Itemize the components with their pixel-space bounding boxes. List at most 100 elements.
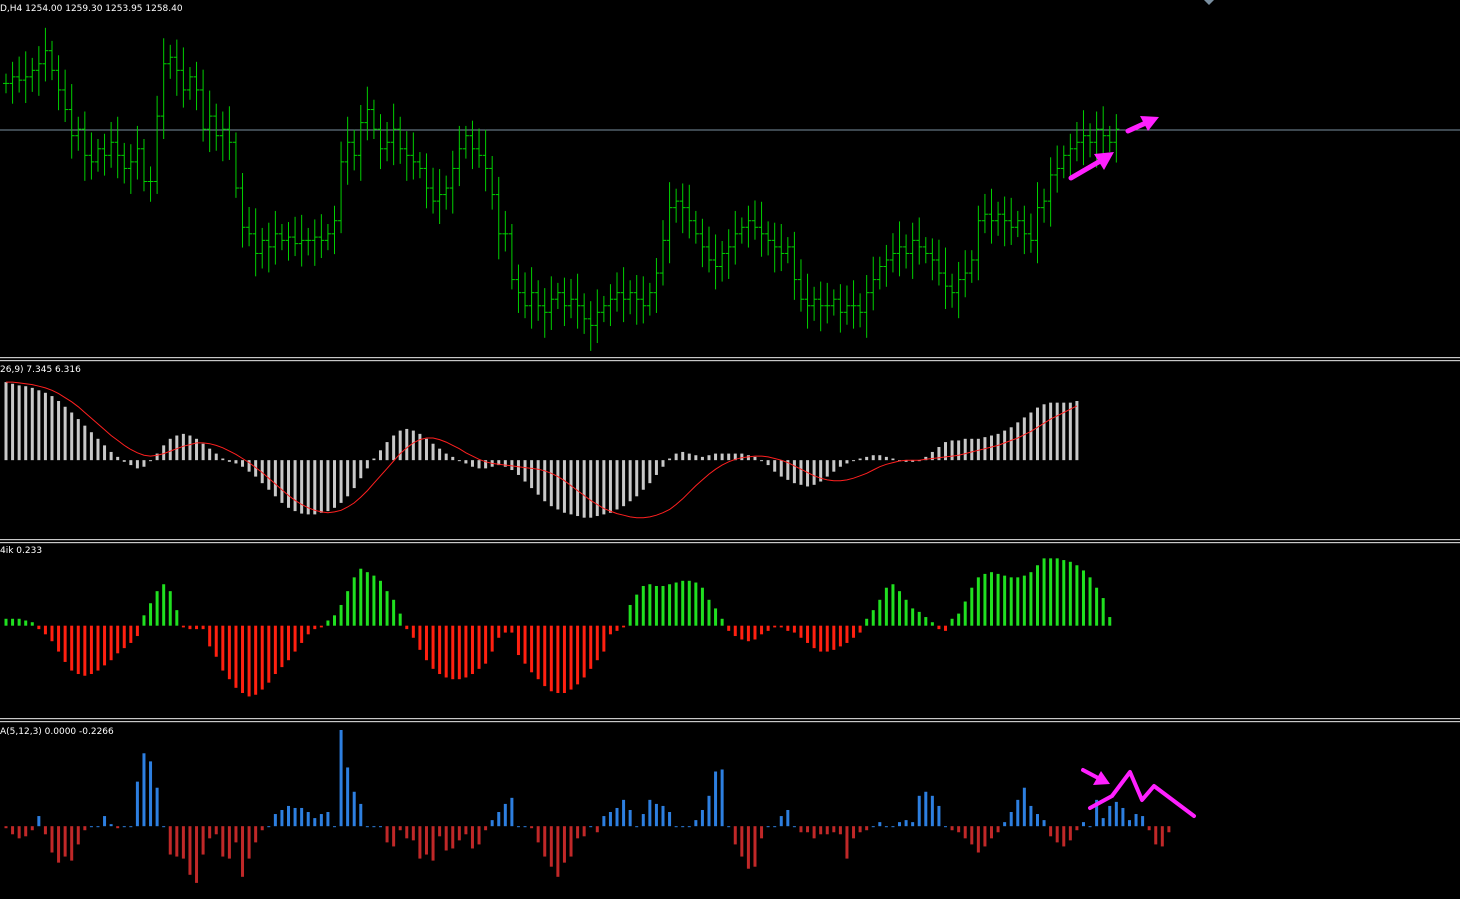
oscillator-pane [4,730,1171,883]
histogram-bar [654,585,658,626]
oscillator-bar [681,826,685,828]
histogram-bar [904,599,908,626]
ohlc-bar [850,280,857,329]
histogram-bar [681,580,685,626]
ohlc-bar [975,205,982,281]
macd-bar [595,460,599,517]
ohlc-bar [883,244,890,287]
macd-bar [484,460,488,469]
histogram-bar [786,625,790,631]
histogram-bar [135,625,139,637]
separator-price-macd-b[interactable] [0,360,1460,362]
histogram-pane-label: 4ik 0.233 [0,546,42,556]
oscillator-bar [405,826,409,839]
ohlc-bar [554,282,561,310]
macd-bar [950,440,954,461]
ohlc-bar [324,224,331,251]
histogram-bar [116,625,120,654]
macd-bar [694,455,698,461]
histogram-bar [188,625,192,630]
macd-bar [195,438,199,461]
macd-bar [806,460,810,487]
macd-bar [1075,401,1079,461]
oscillator-bar [490,820,494,827]
macd-pane [4,381,1079,519]
ohlc-bar [462,125,469,159]
separator-hist-osc-a[interactable] [0,718,1460,720]
histogram-bar [707,599,711,626]
ohlc-bar [239,172,246,248]
ohlc-bar [55,55,62,111]
oscillator-bar [898,822,902,827]
oscillator-bar [589,826,593,828]
macd-bar [799,460,803,485]
oscillator-bar [694,820,698,827]
separator-hist-osc-b[interactable] [0,721,1460,723]
ohlc-bar [955,261,962,319]
macd-bar [175,435,179,461]
chart-shift-marker-icon[interactable] [1204,0,1214,5]
pane-separators[interactable] [0,357,1460,723]
ohlc-bar [699,218,706,268]
oscillator-bar [1009,812,1013,827]
macd-bar [11,383,15,461]
ohlc-bar [574,273,581,329]
macd-bar [280,460,284,503]
oscillator-bar [43,826,47,835]
macd-bar [57,401,61,461]
macd-bar [766,460,770,466]
macd-bar [1029,412,1033,461]
ohlc-bar [988,188,995,244]
macd-bar [838,460,842,467]
oscillator-bar [944,826,948,828]
ohlc-bar [403,131,410,181]
oscillator-bar [1147,826,1151,831]
oscillator-bar [792,826,796,828]
oscillator-bar [254,826,258,843]
macd-bar [503,460,507,467]
oscillator-bar [201,826,205,855]
macd-bar [1022,417,1026,461]
histogram-bar [641,585,645,626]
histogram-bar [727,625,731,631]
ohlc-bar [1027,213,1034,253]
oscillator-bar [622,799,626,827]
histogram-bar [254,625,258,695]
histogram-bar [339,604,343,626]
macd-bar [135,460,139,469]
ohlc-bar [416,152,423,179]
histogram-bar [917,611,921,626]
oscillator-bar [786,809,790,827]
ohlc-bar [804,273,811,329]
histogram-bar [168,591,172,626]
histogram-bar [37,625,41,630]
ohlc-bar [68,84,75,159]
histogram-bar [444,625,448,678]
ohlc-bar [213,103,220,151]
separator-macd-hist-b[interactable] [0,542,1460,544]
macd-bar [608,460,612,513]
ohlc-bar [771,222,778,273]
macd-bar [273,460,277,497]
histogram-bar [996,573,1000,626]
macd-bar [674,453,678,461]
histogram-bar [457,625,461,680]
macd-bar [654,460,658,475]
oscillator-bar [990,826,993,839]
macd-bar [957,440,961,461]
macd-bar [681,451,685,461]
histogram-bar [898,591,902,626]
ohlc-bar [745,205,752,248]
ohlc-bar [364,86,371,141]
oscillator-bar [635,826,639,828]
histogram-bar [891,584,895,626]
ohlc-bar [121,142,128,184]
separator-price-macd-a[interactable] [0,357,1460,359]
oscillator-bar [1108,805,1112,827]
ohlc-bar [1060,145,1067,179]
ohlc-bar [1041,188,1048,223]
ohlc-bar [311,219,318,266]
separator-macd-hist-a[interactable] [0,539,1460,541]
